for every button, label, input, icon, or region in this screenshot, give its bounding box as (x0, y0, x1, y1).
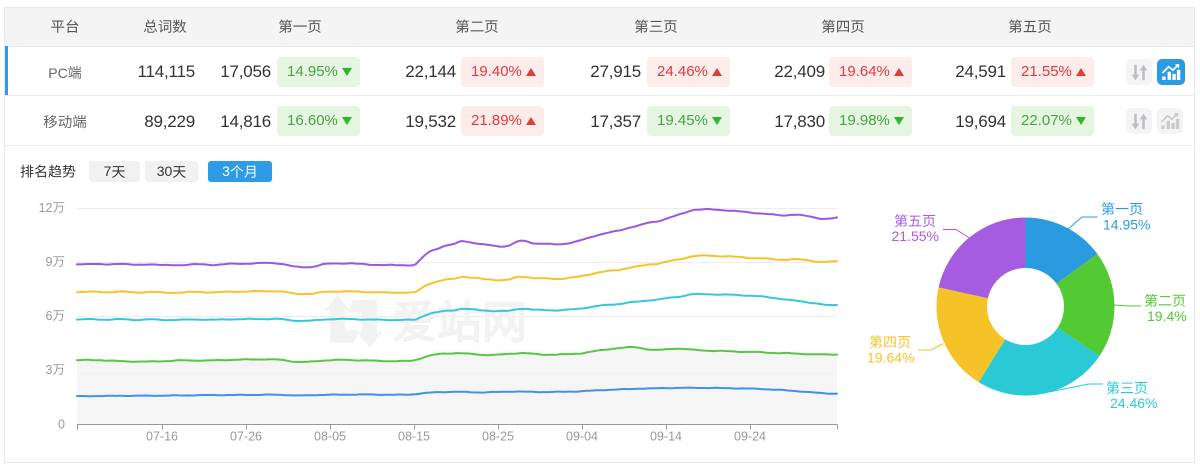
svg-text:07-16: 07-16 (146, 430, 178, 444)
svg-text:07-26: 07-26 (230, 430, 262, 444)
svg-text:09-14: 09-14 (650, 430, 682, 444)
svg-text:0: 0 (58, 417, 65, 431)
svg-text:24.46%: 24.46% (1110, 395, 1157, 411)
svg-text:19.64%: 19.64% (867, 349, 914, 365)
svg-text:6: 6 (46, 309, 53, 323)
svg-text:14.95%: 14.95% (1103, 217, 1150, 233)
svg-text:08-25: 08-25 (482, 430, 514, 444)
svg-text:08-15: 08-15 (398, 430, 430, 444)
svg-text:12: 12 (39, 201, 53, 215)
svg-text:3: 3 (46, 363, 53, 377)
svg-text:09-04: 09-04 (566, 430, 598, 444)
svg-text:21.55%: 21.55% (892, 228, 939, 244)
svg-text:08-05: 08-05 (314, 430, 346, 444)
svg-text:19.4%: 19.4% (1147, 308, 1187, 324)
svg-text:09-24: 09-24 (734, 430, 766, 444)
svg-text:9: 9 (46, 255, 53, 269)
